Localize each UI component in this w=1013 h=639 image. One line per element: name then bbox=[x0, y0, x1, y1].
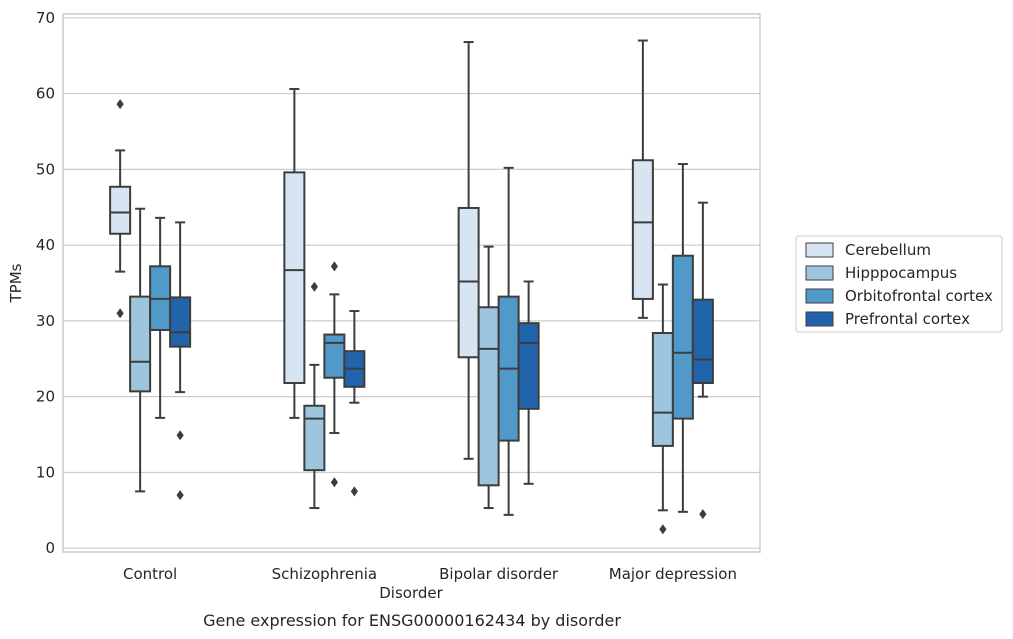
outlier-point bbox=[330, 477, 338, 488]
box-group bbox=[691, 201, 714, 520]
y-axis-ticks: 0 10 20 30 40 50 60 70 bbox=[36, 9, 55, 557]
legend-swatch bbox=[805, 265, 834, 281]
outlier-point bbox=[350, 486, 358, 497]
legend-swatch bbox=[805, 242, 834, 258]
y-tick-label: 50 bbox=[36, 160, 55, 178]
box-group bbox=[129, 207, 152, 493]
box-iqr bbox=[457, 206, 480, 359]
box-iqr bbox=[303, 404, 326, 472]
box-group bbox=[497, 166, 520, 516]
outlier-point bbox=[330, 261, 338, 272]
box-iqr bbox=[631, 159, 654, 300]
outlier-point bbox=[176, 430, 184, 441]
box-group bbox=[149, 216, 172, 419]
box-iqr bbox=[477, 306, 500, 487]
outlier-point bbox=[116, 99, 124, 110]
outlier-point bbox=[659, 524, 667, 535]
x-tick-label: Control bbox=[123, 565, 177, 583]
y-axis-label: TPMs bbox=[7, 263, 25, 303]
box-iqr bbox=[283, 171, 306, 385]
box-group bbox=[343, 310, 366, 497]
y-tick-label: 20 bbox=[36, 388, 55, 406]
legend-label: Prefrontal cortex bbox=[845, 310, 970, 328]
legend-frame bbox=[795, 235, 1003, 333]
boxes bbox=[109, 39, 714, 535]
legend: Cerebellum Hipppocampus Orbitofrontal cort… bbox=[795, 235, 1003, 333]
outlier-point bbox=[176, 490, 184, 501]
x-tick-label: Major depression bbox=[609, 565, 737, 583]
y-tick-label: 30 bbox=[36, 312, 55, 330]
box-group bbox=[283, 88, 306, 419]
box-iqr bbox=[109, 185, 132, 235]
box-iqr bbox=[671, 254, 694, 420]
y-tick-label: 60 bbox=[36, 85, 55, 103]
box-iqr bbox=[517, 322, 540, 410]
legend-swatch bbox=[805, 288, 834, 304]
y-tick-label: 40 bbox=[36, 236, 55, 254]
outlier-point bbox=[699, 509, 707, 520]
box-group bbox=[457, 41, 480, 460]
box-iqr bbox=[129, 295, 152, 393]
box-iqr bbox=[169, 296, 192, 348]
x-tick-label: Schizophrenia bbox=[272, 565, 377, 583]
y-tick-label: 0 bbox=[45, 539, 55, 557]
box-iqr bbox=[691, 298, 714, 385]
legend-swatch bbox=[805, 311, 834, 327]
y-tick-label: 70 bbox=[36, 9, 55, 27]
box-group bbox=[517, 280, 540, 485]
legend-label: Cerebellum bbox=[845, 241, 931, 259]
x-axis-label: Disorder bbox=[379, 584, 443, 602]
y-tick-label: 10 bbox=[36, 463, 55, 481]
chart-caption: Gene expression for ENSG00000162434 by d… bbox=[203, 611, 621, 630]
box-iqr bbox=[651, 332, 674, 447]
box-group bbox=[169, 221, 192, 501]
x-axis-ticks: Control Schizophrenia Bipolar disorder Majo… bbox=[123, 565, 737, 583]
box-group bbox=[303, 281, 326, 510]
plot-frame bbox=[62, 13, 761, 553]
box-iqr bbox=[323, 333, 346, 379]
box-group bbox=[671, 163, 694, 513]
legend-label: Hipppocampus bbox=[845, 264, 957, 282]
outlier-point bbox=[310, 281, 318, 292]
legend-label: Orbitofrontal cortex bbox=[845, 287, 993, 305]
box-group bbox=[631, 39, 654, 319]
outlier-point bbox=[116, 308, 124, 319]
box-group bbox=[109, 99, 132, 319]
x-tick-label: Bipolar disorder bbox=[439, 565, 559, 583]
